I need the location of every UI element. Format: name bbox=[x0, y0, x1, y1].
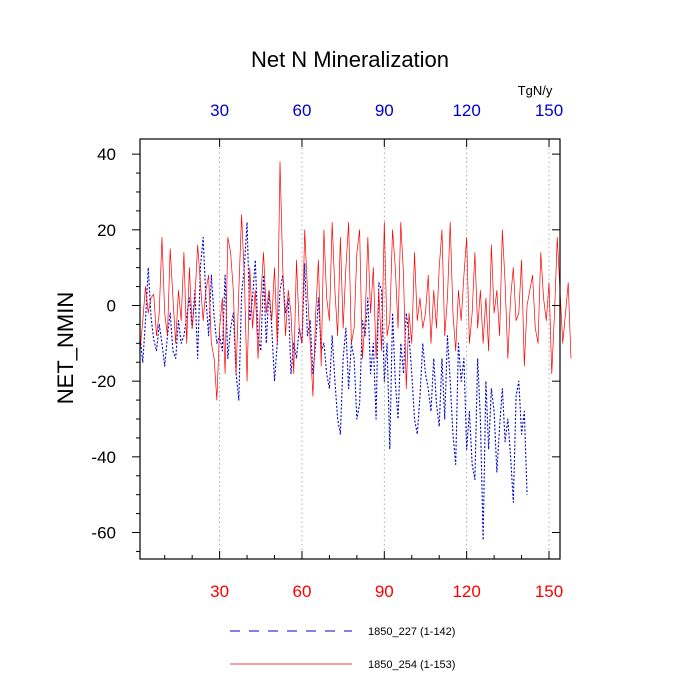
series-line-0 bbox=[139, 221, 528, 541]
y-tick-label: -60 bbox=[91, 524, 116, 543]
x-tick-label-bottom: 30 bbox=[210, 582, 229, 601]
y-tick-label: 20 bbox=[97, 221, 116, 240]
y-axis-label: NET_NMIN bbox=[53, 292, 78, 404]
y-tick-label: -20 bbox=[91, 372, 116, 391]
y-tick-label: -40 bbox=[91, 448, 116, 467]
x-tick-label-top: 120 bbox=[452, 101, 480, 120]
legend: 1850_227 (1-142) 1850_254 (1-153) bbox=[230, 626, 455, 671]
series-layer bbox=[139, 161, 572, 541]
x-tick-label-bottom: 90 bbox=[375, 582, 394, 601]
legend-label-1: 1850_254 (1-153) bbox=[368, 659, 455, 671]
x-tick-label-top: 150 bbox=[535, 101, 563, 120]
y-tick-label: 40 bbox=[97, 145, 116, 164]
y-tick-label: 0 bbox=[107, 296, 116, 315]
legend-label-0: 1850_227 (1-142) bbox=[368, 626, 455, 638]
x-tick-label-top: 90 bbox=[375, 101, 394, 120]
x-tick-label-bottom: 150 bbox=[535, 582, 563, 601]
x-tick-label-bottom: 60 bbox=[292, 582, 311, 601]
x-tick-label-top: 30 bbox=[210, 101, 229, 120]
chart-title: Net N Mineralization bbox=[251, 47, 449, 72]
series-line-1 bbox=[139, 161, 572, 401]
x-tick-label-top: 60 bbox=[292, 101, 311, 120]
ticks-layer: 30 60 90 120 150 30 60 90 120 150 40 20 0 -20 -40 -60 bbox=[91, 101, 563, 601]
plot-frame bbox=[139, 138, 561, 560]
units-label: TgN/y bbox=[518, 83, 553, 98]
x-tick-label-bottom: 120 bbox=[452, 582, 480, 601]
